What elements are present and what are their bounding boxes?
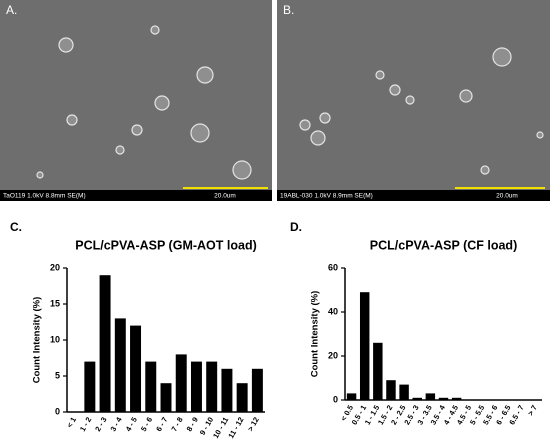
bar [373, 342, 383, 400]
bar [386, 380, 396, 400]
x-tick-label: 8 - 9 [185, 415, 200, 433]
x-tick-label: 4 - 5 [124, 415, 139, 433]
bar [251, 368, 263, 412]
bar [206, 361, 218, 412]
sem-image [277, 0, 550, 190]
bar [145, 361, 157, 412]
x-tick-label: 7 - 8 [169, 415, 184, 433]
particle [232, 160, 252, 180]
micrograph-a: TaO119 1.0kV 8.8mm SE(M) 20.0um A. [0, 0, 272, 201]
particle [536, 131, 544, 139]
chart-title: PCL/cPVA-ASP (GM-AOT load) [75, 238, 257, 252]
particle [405, 95, 415, 105]
bar [451, 397, 462, 400]
y-tick-label: 0 [333, 394, 338, 404]
sem-image [0, 0, 272, 190]
x-tick-label: > 12 [246, 415, 261, 432]
particle [389, 84, 401, 96]
sem-info: 19ABL-030 1.0kV 8.9mm SE(M) [280, 193, 373, 200]
micrograph-b: 19ABL-030 1.0kV 8.9mm SE(M) 20.0um B. [277, 0, 550, 201]
bar [221, 368, 233, 412]
bar [236, 383, 248, 412]
panel-label: D. [290, 220, 302, 234]
panel-label: A. [6, 3, 17, 17]
bar [130, 325, 142, 412]
particle [131, 124, 143, 136]
y-axis-label: Count Intensity (%) [310, 291, 321, 378]
particle [299, 119, 311, 131]
particle [115, 145, 125, 155]
sem-info: TaO119 1.0kV 8.8mm SE(M) [3, 193, 86, 200]
y-tick-label: 5 [55, 370, 60, 380]
info-bar [0, 190, 272, 201]
bar [425, 393, 436, 400]
bar [175, 354, 187, 412]
bar [84, 361, 96, 412]
particle [66, 114, 78, 126]
particle [190, 123, 210, 143]
x-tick-label: 5 - 6 [139, 415, 154, 433]
particle [459, 89, 473, 103]
panel-label: C. [10, 220, 22, 234]
bar [99, 275, 111, 412]
particle [310, 130, 326, 146]
y-tick-label: 10 [50, 334, 60, 344]
y-tick-label: 15 [50, 298, 60, 308]
bar [114, 318, 126, 412]
particle [319, 112, 331, 124]
bar [190, 361, 202, 412]
particle [154, 95, 170, 111]
particle [36, 171, 44, 179]
particle [492, 47, 512, 67]
x-tick-label: < 1 [65, 415, 78, 429]
y-tick-label: 40 [328, 306, 338, 316]
particle [375, 70, 385, 80]
x-tick-label: 2 - 3 [93, 415, 108, 433]
bar [346, 393, 357, 400]
particle [150, 25, 160, 35]
x-tick-label: 3 - 4 [108, 415, 124, 433]
particle [480, 165, 490, 175]
y-tick-label: 20 [328, 350, 338, 360]
x-tick-label: 6 - 7 [154, 415, 169, 433]
y-tick-label: 60 [328, 262, 338, 272]
x-tick-label: 1 - 2 [78, 415, 93, 433]
y-tick-label: 0 [55, 406, 60, 416]
y-tick-label: 20 [50, 262, 60, 272]
particle [196, 66, 214, 84]
bar [412, 397, 422, 400]
panel-label: B. [283, 3, 294, 17]
chart-title: PCL/cPVA-ASP (CF load) [370, 238, 517, 252]
x-tick-label: > 7 [526, 403, 539, 417]
bar [399, 384, 409, 400]
scale-label: 20.0um [214, 193, 236, 200]
particle [58, 37, 74, 53]
scale-label: 20.0um [496, 193, 518, 200]
x-tick-label: 11 - 12 [226, 415, 245, 439]
info-bar [277, 190, 550, 201]
y-axis-label: Count Intensity (%) [32, 297, 43, 384]
bar [160, 383, 172, 412]
bar [359, 292, 370, 400]
bar [438, 397, 449, 400]
